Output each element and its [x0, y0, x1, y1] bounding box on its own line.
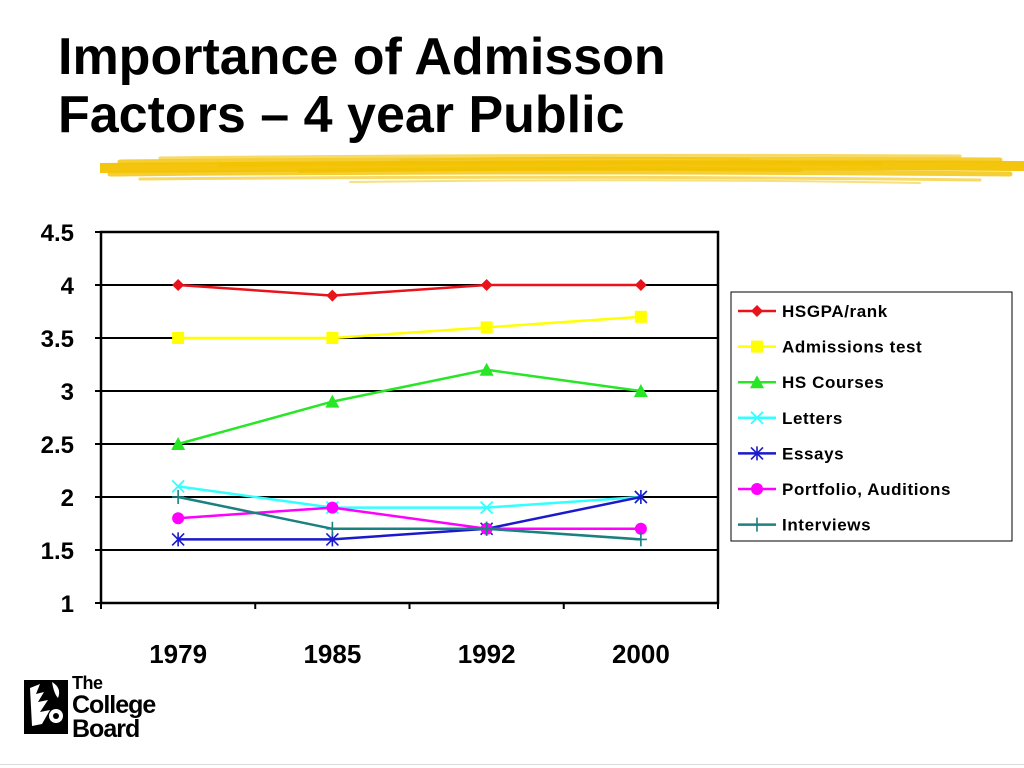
data-point-letters	[479, 500, 494, 515]
brush-stroke	[107, 169, 1013, 177]
x-tick-label: 2000	[612, 639, 670, 669]
acorn-tree-icon	[24, 680, 68, 734]
brush-stroke	[117, 156, 1003, 165]
plot-border	[99, 230, 720, 605]
slide-title-line-1: Importance of Admisson	[58, 28, 666, 86]
legend-marker-hs-courses	[750, 375, 764, 389]
slide-title-line-2: Factors – 4 year Public	[58, 86, 625, 144]
data-point-hs-courses	[479, 362, 494, 376]
data-point-essays	[171, 532, 185, 547]
data-point-essays	[634, 490, 648, 504]
legend-box	[730, 291, 1013, 542]
footer-divider	[0, 764, 1024, 765]
logo-wordmark: The College Board	[72, 673, 156, 743]
line-chart: 1 1.5 2 2.5 3 3.5 4 4.5 1979 1985 1992 2000 HSGPA/…	[41, 220, 1013, 669]
legend-label-admissions-test: Admissions test	[782, 338, 922, 357]
data-point-interviews	[172, 490, 185, 504]
brush-stroke	[158, 153, 962, 160]
chart-gridlines	[101, 284, 718, 551]
data-point-interviews	[480, 521, 493, 536]
logo-word-college: College	[72, 691, 156, 719]
brush-stroke	[138, 175, 982, 182]
chart-y-axis: 1 1.5 2 2.5 3 3.5 4 4.5	[41, 220, 101, 618]
brush-stroke	[218, 160, 882, 167]
legend-marker-letters	[750, 411, 764, 425]
brush-strokes	[100, 153, 1024, 184]
legend-marker-admissions-test	[751, 340, 763, 353]
legend-marker-interviews	[751, 517, 763, 532]
highlighter-brush-stroke	[100, 153, 1024, 184]
data-point-hs-courses	[633, 384, 648, 397]
x-tick-label: 1985	[303, 639, 361, 669]
data-point-hsgpa-rank	[326, 289, 339, 302]
chart-x-axis: 1979 1985 1992 2000	[100, 603, 719, 669]
logo-word-board: Board	[72, 715, 140, 743]
y-tick-label: 2	[61, 485, 74, 512]
y-tick-label: 4.5	[41, 220, 74, 247]
series-line-hs-courses	[177, 368, 642, 446]
legend-label-hsgpa-rank: HSGPA/rank	[782, 302, 888, 321]
data-point-hs-courses	[171, 437, 186, 450]
data-point-letters	[171, 479, 185, 494]
legend-marker-essays	[750, 446, 764, 461]
legend-label-hs-courses: HS Courses	[782, 373, 884, 392]
y-tick-label: 1	[61, 591, 74, 618]
y-tick-label: 4	[61, 273, 75, 300]
legend-label-essays: Essays	[782, 444, 844, 463]
logo-word-the: The	[72, 673, 103, 693]
brush-stroke	[100, 160, 1024, 173]
data-point-portfolio-auditions	[172, 512, 185, 525]
brush-stroke	[298, 166, 802, 173]
data-point-hs-courses	[325, 394, 340, 408]
legend-marker-portfolio-auditions	[751, 483, 763, 495]
y-tick-label: 3.5	[41, 326, 74, 353]
data-point-admissions-test	[634, 310, 647, 323]
data-point-admissions-test	[326, 332, 339, 344]
data-point-portfolio-auditions	[634, 522, 647, 535]
y-tick-label: 3	[61, 379, 74, 406]
legend-label-portfolio-auditions: Portfolio, Auditions	[782, 480, 951, 499]
legend-label-interviews: Interviews	[782, 516, 871, 535]
legend-label-letters: Letters	[782, 409, 843, 428]
chart-plot-area	[99, 230, 720, 605]
legend-marker-hsgpa-rank	[751, 305, 763, 317]
brush-stroke	[349, 179, 921, 184]
data-point-hsgpa-rank	[634, 279, 647, 291]
series-line-essays	[178, 495, 642, 541]
x-tick-label: 1992	[458, 639, 516, 669]
slide-title: Importance of Admisson Factors – 4 year …	[58, 28, 958, 144]
chart-legend: HSGPA/rank Admissions test HS Courses Lette…	[730, 291, 1013, 542]
data-point-interviews	[634, 532, 647, 547]
data-point-hsgpa-rank	[480, 279, 493, 291]
series-line-hsgpa-rank	[178, 283, 641, 297]
y-tick-label: 2.5	[41, 432, 74, 459]
x-tick-label: 1979	[149, 639, 207, 669]
y-tick-label: 1.5	[41, 538, 74, 565]
series-line-admissions-test	[178, 315, 641, 340]
data-point-admissions-test	[172, 332, 185, 344]
data-point-hsgpa-rank	[172, 279, 185, 291]
chart-series	[171, 279, 648, 547]
data-point-portfolio-auditions	[326, 501, 339, 514]
brush-stroke	[399, 156, 751, 161]
data-point-interviews	[326, 521, 339, 536]
data-point-admissions-test	[480, 321, 493, 334]
college-board-logo: The College Board	[24, 673, 184, 743]
series-line-interviews	[177, 495, 641, 541]
series-line-letters	[177, 485, 641, 509]
